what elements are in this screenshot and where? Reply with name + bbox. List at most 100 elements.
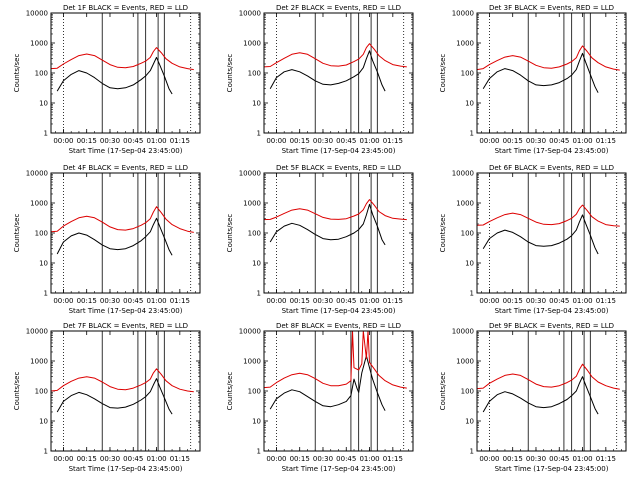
series-lld-line (477, 363, 620, 390)
y-tick-label: 100 (248, 388, 261, 396)
x-tick-label: 00:45 (123, 297, 143, 305)
x-tick-label: 01:00 (359, 455, 379, 463)
panel-3: Det 3F BLACK = Events, RED = LLD Counts/s… (439, 4, 627, 155)
series-lld-line (51, 368, 194, 393)
x-tick-label: 00:30 (100, 455, 120, 463)
y-tick-label: 10 (465, 418, 474, 426)
y-axis-label: Counts/sec (13, 372, 21, 411)
y-tick-label: 1000 (243, 200, 261, 208)
x-tick-label: 00:45 (123, 137, 143, 145)
series-lld-line (51, 206, 194, 233)
panel-title: Det 1F BLACK = Events, RED = LLD (63, 4, 188, 12)
panel-title: Det 3F BLACK = Events, RED = LLD (489, 4, 614, 12)
y-tick-label: 10000 (239, 170, 261, 178)
x-tick-label: 00:15 (290, 297, 310, 305)
x-tick-label: 01:15 (170, 137, 190, 145)
series-lld-line (51, 47, 194, 71)
x-tick-label: 01:15 (596, 297, 616, 305)
plot-area (51, 331, 194, 451)
plot-area (264, 173, 407, 293)
y-tick-label: 1000 (243, 358, 261, 366)
x-tick-label: 00:15 (503, 297, 523, 305)
y-tick-label: 10000 (26, 170, 48, 178)
x-axis-label: Start Time (17-Sep-04 23:45:00) (495, 465, 609, 473)
x-tick-label: 00:30 (526, 297, 546, 305)
x-tick-label: 00:00 (53, 455, 73, 463)
y-tick-label: 1 (470, 448, 474, 456)
x-axis-label: Start Time (17-Sep-04 23:45:00) (69, 307, 183, 315)
panel-1: Det 1F BLACK = Events, RED = LLD Counts/s… (13, 4, 201, 155)
plot-area (477, 173, 620, 293)
x-tick-label: 01:00 (572, 297, 592, 305)
x-tick-label: 00:45 (336, 297, 356, 305)
y-tick-label: 10 (39, 418, 48, 426)
x-tick-label: 00:45 (549, 455, 569, 463)
axes-box (50, 172, 201, 294)
series-lld-line (264, 199, 407, 221)
x-axis-label: Start Time (17-Sep-04 23:45:00) (282, 147, 396, 155)
y-tick-label: 10 (252, 100, 261, 108)
y-axis-label: Counts/sec (226, 54, 234, 93)
y-axis-label: Counts/sec (226, 372, 234, 411)
axes-box (476, 172, 627, 294)
x-tick-label: 01:15 (383, 137, 403, 145)
x-tick-label: 00:30 (526, 455, 546, 463)
x-tick-label: 00:15 (290, 455, 310, 463)
y-axis-label: Counts/sec (226, 214, 234, 253)
y-tick-label: 10 (252, 260, 261, 268)
x-tick-label: 00:15 (77, 137, 97, 145)
panel-title: Det 9F BLACK = Events, RED = LLD (489, 322, 614, 330)
y-tick-label: 10 (39, 260, 48, 268)
x-tick-label: 00:15 (503, 455, 523, 463)
axes-box (476, 330, 627, 452)
axes-box (263, 12, 414, 134)
panel-4: Det 4F BLACK = Events, RED = LLD Counts/s… (13, 164, 201, 315)
x-tick-label: 01:15 (383, 297, 403, 305)
y-tick-label: 10 (39, 100, 48, 108)
x-tick-label: 00:30 (313, 455, 333, 463)
panel-7: Det 7F BLACK = Events, RED = LLD Counts/s… (13, 322, 201, 473)
series-lld-line (477, 204, 620, 227)
axes-box (263, 172, 414, 294)
series-events-line (56, 217, 173, 256)
x-tick-label: 00:15 (77, 455, 97, 463)
series-lld-line (264, 43, 407, 68)
x-tick-label: 01:00 (146, 137, 166, 145)
series-lld-line (264, 331, 407, 389)
y-tick-label: 100 (248, 230, 261, 238)
panel-title: Det 7F BLACK = Events, RED = LLD (63, 322, 188, 330)
y-axis-label: Counts/sec (439, 214, 447, 253)
x-tick-label: 01:15 (596, 455, 616, 463)
plot-area (477, 331, 620, 451)
panel-8: Det 8F BLACK = Events, RED = LLD Counts/s… (226, 322, 414, 473)
series-lld-line (477, 45, 620, 71)
y-tick-label: 1 (44, 130, 48, 138)
x-tick-label: 00:30 (313, 297, 333, 305)
axes-box (476, 12, 627, 134)
x-tick-label: 00:45 (336, 137, 356, 145)
axes-box (50, 330, 201, 452)
x-axis-label: Start Time (17-Sep-04 23:45:00) (69, 147, 183, 155)
y-tick-label: 1 (470, 290, 474, 298)
y-axis-label: Counts/sec (13, 214, 21, 253)
x-tick-label: 00:00 (266, 297, 286, 305)
panel-5: Det 5F BLACK = Events, RED = LLD Counts/s… (226, 164, 414, 315)
x-tick-label: 00:00 (266, 137, 286, 145)
x-axis-label: Start Time (17-Sep-04 23:45:00) (495, 147, 609, 155)
y-tick-label: 10000 (452, 170, 474, 178)
y-tick-label: 1000 (456, 200, 474, 208)
y-tick-label: 10000 (26, 10, 48, 18)
x-tick-label: 00:30 (100, 137, 120, 145)
y-tick-label: 100 (461, 388, 474, 396)
panel-title: Det 4F BLACK = Events, RED = LLD (63, 164, 188, 172)
y-tick-label: 1 (44, 290, 48, 298)
x-tick-label: 00:00 (53, 297, 73, 305)
y-axis-label: Counts/sec (13, 54, 21, 93)
plot-area (51, 13, 194, 133)
panel-title: Det 5F BLACK = Events, RED = LLD (276, 164, 401, 172)
plot-area (264, 13, 407, 133)
y-tick-label: 100 (35, 230, 48, 238)
x-axis-label: Start Time (17-Sep-04 23:45:00) (495, 307, 609, 315)
x-tick-label: 01:15 (170, 297, 190, 305)
